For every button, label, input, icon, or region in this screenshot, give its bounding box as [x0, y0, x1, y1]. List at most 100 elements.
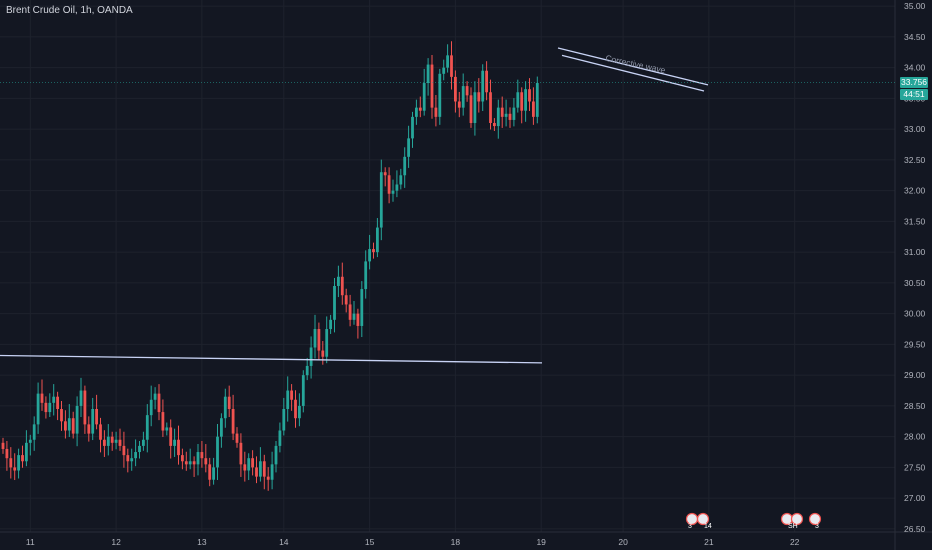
candle-body	[344, 295, 348, 305]
candle-body	[450, 55, 453, 77]
x-tick-label: 21	[704, 537, 714, 547]
candle-body	[67, 418, 71, 431]
candle-body	[473, 92, 477, 124]
y-tick-label: 31.50	[904, 216, 926, 226]
candle-body	[220, 418, 223, 437]
x-tick-label: 19	[536, 537, 546, 547]
candle-body	[188, 461, 192, 465]
candle-body	[52, 396, 56, 403]
candle-body	[110, 436, 114, 443]
candle-body	[360, 289, 364, 326]
x-tick-label: 18	[451, 537, 461, 547]
countdown-tag: 44:51	[900, 88, 928, 100]
candle-body	[216, 436, 219, 468]
candle-body	[192, 461, 196, 465]
candle-body	[204, 458, 208, 465]
x-tick-label: 22	[790, 537, 800, 547]
candle-body	[118, 439, 122, 446]
candle-body	[461, 86, 465, 108]
candle-body	[274, 445, 278, 465]
candle-body	[247, 458, 251, 471]
candle-body	[337, 276, 340, 286]
candle-body	[399, 175, 403, 185]
candle-body	[165, 427, 169, 431]
support-trendline[interactable]	[0, 354, 543, 364]
candle-body	[364, 261, 368, 290]
candle-body	[208, 464, 212, 480]
candle-body	[270, 464, 274, 480]
candle-body	[446, 55, 449, 68]
candle-body	[32, 424, 36, 440]
candle-body	[177, 439, 180, 456]
candle-body	[434, 107, 438, 117]
chart-title: Brent Crude Oil, 1h, OANDA	[6, 5, 133, 16]
y-tick-label: 28.00	[904, 432, 926, 442]
candle-body	[36, 393, 40, 425]
candle-body	[184, 461, 188, 465]
candle-body	[391, 190, 395, 194]
candle-body	[321, 350, 325, 357]
candle-body	[231, 408, 235, 434]
event-badge-1[interactable]: 3	[688, 523, 692, 530]
candle-body	[173, 439, 176, 446]
candle-body	[126, 455, 130, 462]
candle-body	[469, 95, 473, 124]
candle-body	[13, 467, 17, 471]
channel-lower-line[interactable]	[561, 54, 705, 92]
candle-body	[169, 427, 173, 446]
candle-body	[71, 418, 75, 434]
candle-body	[333, 285, 336, 320]
candle-body	[485, 70, 488, 93]
candle-body	[329, 319, 332, 330]
last-price-tag: 33.756	[900, 76, 928, 88]
candle-body	[200, 452, 204, 459]
candle-body	[411, 116, 414, 139]
candle-body	[157, 393, 161, 413]
candle-body	[255, 467, 258, 477]
candle-body	[325, 329, 329, 357]
event-flag-icon[interactable]	[790, 512, 804, 526]
candle-body	[103, 439, 106, 446]
y-tick-label: 31.00	[904, 247, 926, 257]
candle-body	[60, 408, 63, 422]
candle-body	[516, 92, 520, 108]
candle-body	[142, 439, 145, 446]
channel-upper-line[interactable]	[557, 47, 709, 86]
candle-body	[99, 424, 102, 440]
y-tick-label: 30.50	[904, 278, 926, 288]
candle-body	[25, 442, 28, 462]
candle-body	[130, 458, 134, 462]
y-tick-label: 27.00	[904, 493, 926, 503]
candle-body	[122, 445, 126, 456]
candle-body	[95, 408, 98, 425]
event-flag-icon[interactable]	[696, 512, 710, 526]
candle-body	[40, 393, 44, 403]
candle-body	[477, 92, 481, 102]
candle-body	[496, 107, 500, 127]
x-tick-label: 12	[111, 537, 121, 547]
candle-body	[1, 442, 5, 449]
candle-body	[64, 421, 67, 431]
candle-body	[395, 184, 399, 191]
candle-body	[266, 476, 270, 480]
candle-body	[454, 76, 457, 102]
channel-label: Corrective wave	[605, 53, 667, 76]
candle-body	[438, 73, 442, 117]
candle-body	[75, 405, 79, 434]
event-badge-4[interactable]: 3	[815, 523, 819, 530]
candle-body	[9, 458, 13, 468]
candle-body	[535, 83, 539, 117]
event-badge-2[interactable]: 14	[704, 523, 712, 530]
y-tick-label: 32.50	[904, 155, 926, 165]
event-badge-3[interactable]: SH	[788, 523, 798, 530]
candle-body	[153, 393, 157, 400]
y-tick-label: 33.00	[904, 124, 926, 134]
candle-body	[239, 442, 243, 465]
candle-body	[243, 464, 247, 471]
x-tick-label: 15	[365, 537, 375, 547]
candle-body	[106, 436, 110, 446]
candle-body	[149, 399, 153, 416]
candle-body	[298, 405, 301, 419]
event-flag-icon[interactable]	[808, 512, 822, 526]
